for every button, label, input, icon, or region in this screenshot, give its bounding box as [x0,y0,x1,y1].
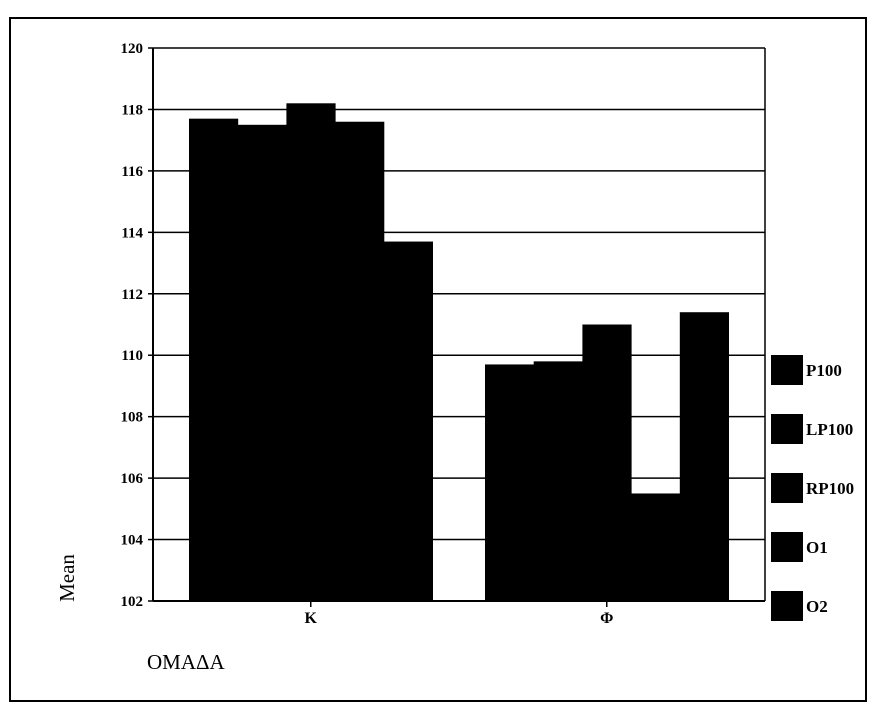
x-axis-title: OMAΔA [147,650,226,674]
y-tick-label: 110 [121,348,143,364]
x-tick-label: Φ [600,610,613,627]
bar-o2-k [383,241,433,602]
legend-swatch-rp100 [771,473,803,503]
y-tick-label: 104 [121,533,144,549]
legend-swatch-p100 [771,355,803,385]
y-tick-label: 108 [121,410,144,426]
y-tick-label: 112 [121,287,143,303]
y-axis-title: Mean [55,554,79,602]
y-tick-label: 116 [121,164,143,180]
bar-rp100-k [286,103,336,602]
legend-swatch-o2 [771,591,803,621]
legend-swatch-lp100 [771,414,803,444]
legend-label-o2: O2 [806,597,828,616]
bar-lp100-phi [533,361,583,601]
y-tick-label: 102 [121,594,144,610]
x-tick-label: K [305,610,318,627]
legend-swatch-o1 [771,532,803,562]
bar-p100-k [189,118,239,602]
legend-label-lp100: LP100 [806,420,853,439]
bar-o2-phi [679,312,729,601]
y-tick-labels: 102 104 106 108 110 112 114 116 118 120 [121,41,144,610]
bar-o1-phi [631,493,681,601]
chart-frame [9,17,867,702]
y-tick-label: 114 [121,225,143,241]
axes [148,47,766,607]
legend-label-o1: O1 [806,538,828,557]
bars [189,103,729,602]
legend-label-rp100: RP100 [806,479,854,498]
bar-lp100-k [237,124,287,602]
y-tick-label: 106 [121,471,144,487]
y-tick-label: 118 [121,102,143,118]
bar-o1-k [335,121,385,601]
bar-rp100-phi [582,324,632,601]
bar-p100-phi [485,364,535,601]
y-tick-label: 120 [121,41,144,57]
legend: P100 LP100 RP100 O1 O2 [771,355,854,621]
legend-label-p100: P100 [806,361,842,380]
